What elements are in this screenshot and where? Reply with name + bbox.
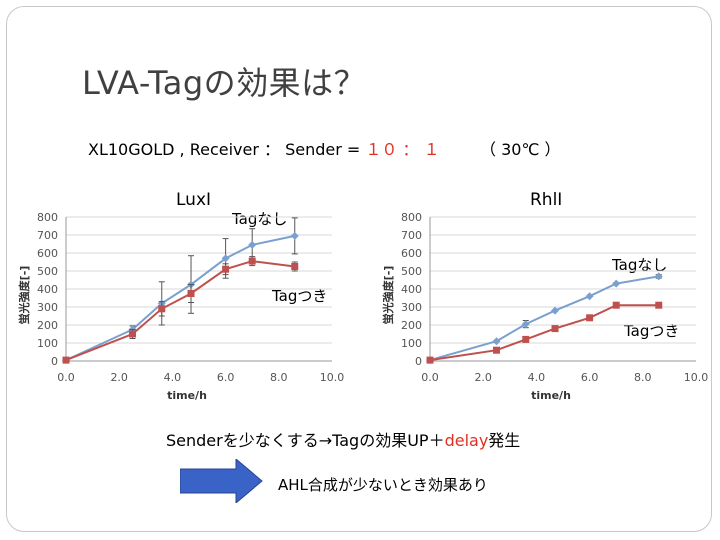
data-point [522,335,530,343]
y-tick-label: 400 [401,283,422,296]
y-tick-label: 500 [37,265,58,278]
summary-delay: delay [444,431,489,450]
chart-rhli-annotation-tag-with: Tagつき [624,322,680,340]
y-axis-label: 蛍光強度[-] [17,266,31,325]
data-point [655,301,663,309]
y-tick-label: 200 [401,319,422,332]
y-tick-label: 0 [51,355,58,368]
y-axis-label: 蛍光強度[-] [381,266,395,325]
x-axis-label: time/h [531,389,571,402]
data-point [291,263,299,270]
summary-suffix: 発生 [488,431,521,450]
y-tick-label: 700 [37,229,58,242]
data-point [585,292,594,301]
x-tick-label: 8.0 [270,371,288,384]
chart-luxi-annotation-tag-none: Tagなし [232,210,288,228]
series-line-1 [429,304,659,362]
slide-frame [6,6,712,532]
data-point [492,337,501,346]
y-tick-label: 100 [37,337,58,350]
chart-rhli-title: RhlI [530,190,563,210]
y-tick-label: 800 [37,211,58,224]
data-point [426,356,434,364]
data-point [221,254,230,263]
data-point [551,325,559,333]
data-point [654,272,663,281]
data-point [612,279,621,288]
x-tick-label: 0.0 [57,371,75,384]
data-point [551,306,560,315]
summary-prefix: Senderを少なくする→Tagの効果UP＋ [166,431,445,450]
chart-rhli-annotation-tag-none: Tagなし [612,256,668,274]
y-tick-label: 400 [37,283,58,296]
data-point [612,301,620,309]
chart-luxi-annotation-tag-with: Tagつき [272,287,328,305]
data-point [248,240,257,249]
y-tick-label: 0 [415,355,422,368]
chart-luxi-title: LuxI [176,190,212,210]
y-tick-label: 500 [401,265,422,278]
data-point [187,290,195,297]
chart-rhli: 0 100 200 300 400 500 600 700 800 0.0 2.0 4.0 6.0 8.0… [381,211,709,402]
data-point [222,265,230,273]
condition-prefix: XL10GOLD , Receiver ： Sender = [88,140,366,159]
y-tick-label: 200 [37,319,58,332]
data-point [290,231,299,240]
slide-title: LVA-Tagの効果は？ [82,64,367,102]
x-tick-label: 6.0 [217,371,235,384]
ratio-value: １０ ： １ [365,140,440,159]
data-point [62,356,70,364]
data-point [158,305,166,313]
y-tick-label: 600 [37,247,58,260]
effect-text: AHL合成が少ないとき効果あり [278,476,488,494]
data-point [248,257,256,265]
data-point [586,314,594,322]
y-tick-label: 600 [401,247,422,260]
x-tick-label: 0.0 [421,371,439,384]
condition-line: XL10GOLD , Receiver ： Sender = １０ ： １ [88,136,440,160]
x-tick-label: 2.0 [110,371,128,384]
y-tick-label: 100 [401,337,422,350]
x-tick-label: 10.0 [684,371,709,384]
data-point [129,330,136,338]
x-axis-label: time/h [167,389,207,402]
right-arrow-icon [180,459,263,503]
x-tick-label: 8.0 [634,371,652,384]
y-tick-label: 300 [401,301,422,314]
y-tick-label: 800 [401,211,422,224]
x-tick-label: 2.0 [474,371,492,384]
chart-luxi: 0 100 200 300 400 500 600 700 800 0.0 2.0 4.0 6.0 8.0… [17,211,345,402]
x-tick-label: 4.0 [164,371,182,384]
data-point [521,320,530,329]
data-point [493,346,500,354]
x-tick-label: 10.0 [320,371,345,384]
temperature-label: （ 30℃ ） [480,140,561,159]
y-tick-label: 300 [37,301,58,314]
x-tick-label: 4.0 [528,371,546,384]
x-tick-label: 6.0 [581,371,599,384]
y-tick-label: 700 [401,229,422,242]
summary-text: Senderを少なくする→Tagの効果UP＋delay発生 [166,427,520,451]
